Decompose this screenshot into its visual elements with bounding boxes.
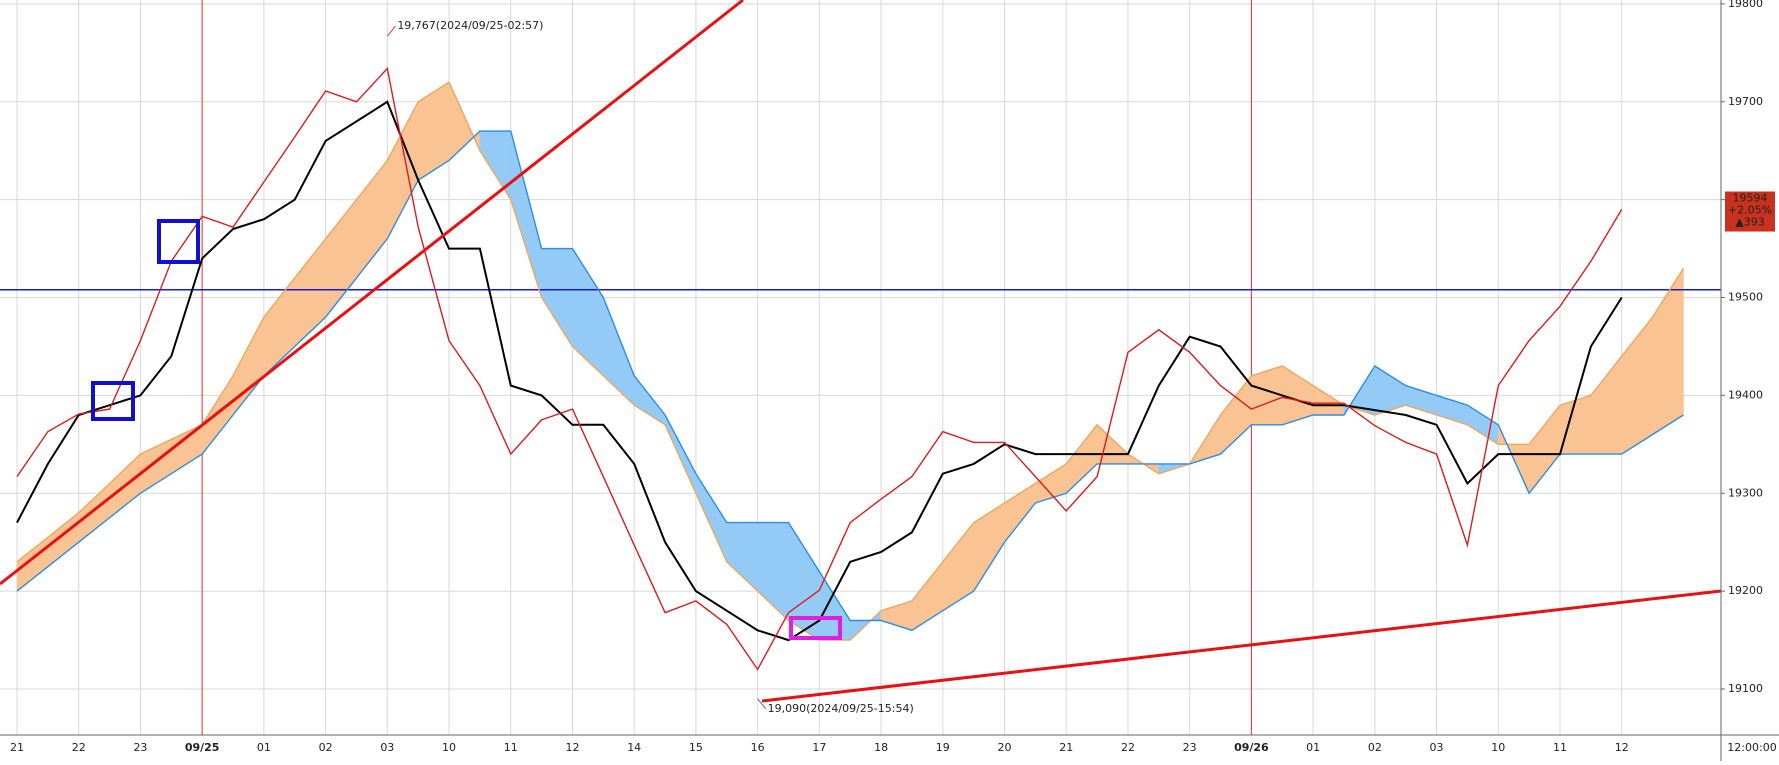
low-label: 19,090(2024/09/25-15:54) [768, 702, 914, 715]
x-tick-label: 10 [442, 741, 456, 754]
series-line [16, 130, 1684, 632]
x-tick-label: 23 [133, 741, 147, 754]
y-tick-label: 19200 [1728, 584, 1763, 597]
last-change-points: ▲393 [1735, 216, 1764, 229]
x-tick-label: 17 [812, 741, 826, 754]
x-tick-label: 22 [72, 741, 86, 754]
y-tick-label: 19800 [1728, 0, 1763, 10]
x-tick-label: 22 [1121, 741, 1135, 754]
x-axis-area [0, 735, 1779, 761]
y-axis-area [1721, 0, 1779, 761]
x-tick-label: 21 [10, 741, 24, 754]
trend-line [0, 0, 744, 586]
y-tick-label: 19700 [1728, 95, 1763, 108]
time-label: 12:00:00 [1727, 741, 1776, 754]
x-tick-label: 18 [874, 741, 888, 754]
y-tick-label: 19100 [1728, 682, 1763, 695]
lines: 19,767(2024/09/25-02:57) 19,090(2024/09/2… [0, 19, 1721, 715]
x-tick-label: 20 [998, 741, 1012, 754]
last-price: 19594 [1733, 192, 1768, 205]
x-tick-label: 21 [1059, 741, 1073, 754]
trend-line [761, 589, 1722, 703]
x-tick-label: 11 [1553, 741, 1567, 754]
x-tick-label: 03 [380, 741, 394, 754]
x-tick-label: 09/25 [185, 741, 220, 754]
x-tick-label: 01 [1306, 741, 1320, 754]
x-tick-label: 23 [1183, 741, 1197, 754]
marker-box [91, 381, 135, 421]
x-tick-label: 15 [689, 741, 703, 754]
x-tick-label: 02 [319, 741, 333, 754]
low-marker [757, 698, 767, 710]
marker-box [789, 616, 842, 640]
x-tick-label: 02 [1368, 741, 1382, 754]
last-change: +2.05% [1728, 204, 1772, 217]
series-line [16, 81, 1684, 641]
marker-box [157, 219, 200, 264]
high-label: 19,767(2024/09/25-02:57) [397, 19, 543, 32]
x-tick-label: 10 [1491, 741, 1505, 754]
x-tick-label: 19 [936, 741, 950, 754]
x-tick-label: 16 [751, 741, 765, 754]
high-marker [386, 25, 396, 37]
x-tick-label: 12 [565, 741, 579, 754]
x-tick-label: 09/26 [1234, 741, 1269, 754]
y-tick-label: 19500 [1728, 291, 1763, 304]
x-tick-label: 14 [627, 741, 641, 754]
last-price-box [1725, 191, 1775, 232]
y-tick-label: 19300 [1728, 486, 1763, 499]
series-line [16, 100, 1623, 642]
x-tick-label: 01 [257, 741, 271, 754]
x-tick-label: 03 [1430, 741, 1444, 754]
x-tick-label: 11 [504, 741, 518, 754]
x-tick-label: 12 [1615, 741, 1629, 754]
series-line [16, 67, 1623, 671]
y-tick-label: 19400 [1728, 388, 1763, 401]
